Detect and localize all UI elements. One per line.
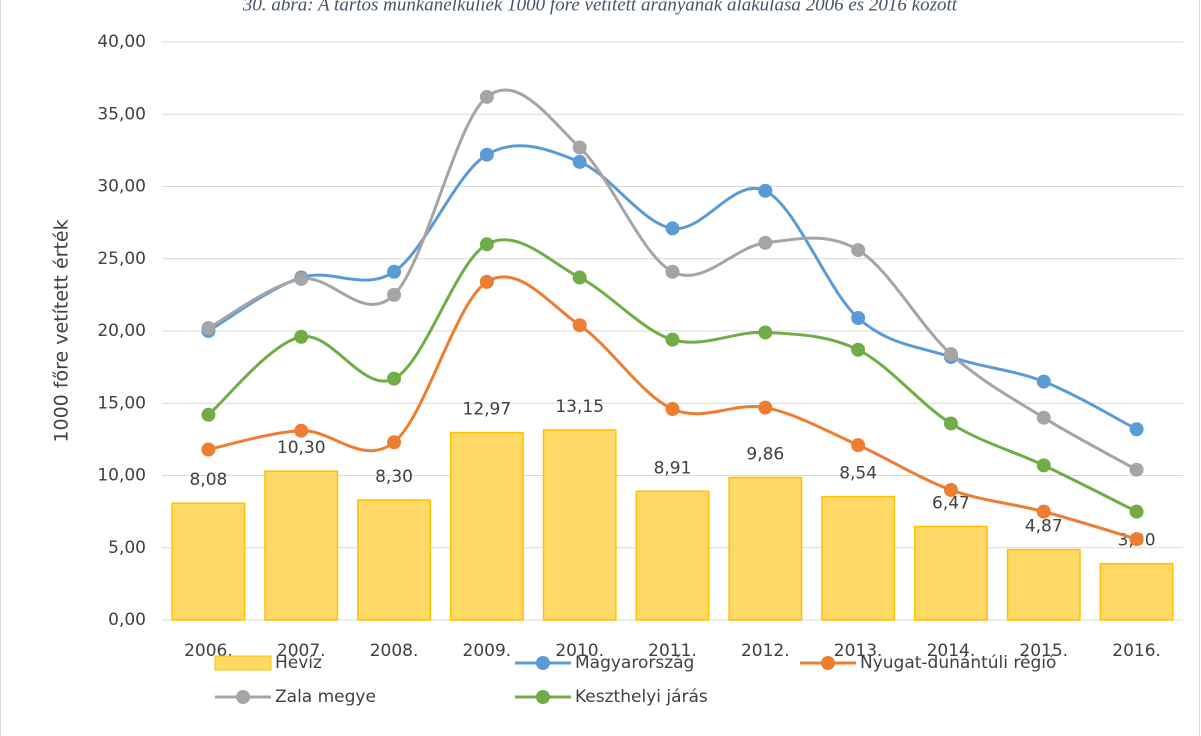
line	[208, 275, 1138, 541]
bar	[449, 431, 524, 621]
marker	[1129, 532, 1144, 547]
x-tick-label: 2010.	[555, 641, 604, 661]
marker	[943, 482, 958, 497]
data-label: 6,47	[932, 494, 970, 514]
x-tick-label: 2012.	[741, 641, 790, 661]
marker	[665, 264, 680, 279]
marker	[851, 310, 866, 325]
marker	[479, 274, 494, 289]
legend-label: Hévíz	[275, 653, 322, 673]
marker	[943, 347, 958, 362]
marker	[665, 402, 680, 417]
x-tick-label: 2008.	[370, 641, 419, 661]
legend-marker	[821, 656, 835, 670]
x-tick-label: 2015.	[1019, 641, 1068, 661]
marker	[665, 332, 680, 347]
data-label: 8,30	[375, 467, 413, 487]
marker	[294, 271, 309, 286]
marker	[1129, 504, 1144, 519]
x-tick-label: 2013.	[834, 641, 883, 661]
y-tick-label: 15,00	[97, 393, 146, 413]
marker	[572, 154, 587, 169]
data-label: 9,86	[746, 445, 784, 465]
x-tick-label: 2007.	[277, 641, 326, 661]
bar	[1006, 548, 1081, 621]
data-label: 10,30	[277, 438, 326, 458]
legend-label: Zala megye	[275, 687, 376, 707]
x-tick-label: 2014.	[927, 641, 976, 661]
legend-marker	[536, 656, 550, 670]
y-tick-label: 25,00	[97, 249, 146, 269]
marker	[201, 407, 216, 422]
marker	[758, 183, 773, 198]
y-tick-label: 20,00	[97, 321, 146, 341]
x-tick-label: 2009.	[463, 641, 512, 661]
marker	[851, 438, 866, 453]
y-tick-label: 30,00	[97, 177, 146, 197]
chart-title: 30. ábra: A tartós munkanélküliek 1000 f…	[242, 0, 958, 15]
marker	[1036, 504, 1051, 519]
marker	[665, 221, 680, 236]
legend-marker	[236, 690, 250, 704]
y-tick-label: 10,00	[97, 466, 146, 486]
data-label: 8,08	[189, 470, 227, 490]
marker	[1036, 458, 1051, 473]
y-tick-label: 0,00	[108, 610, 146, 630]
bar	[914, 525, 988, 621]
marker	[943, 416, 958, 431]
data-label: 13,15	[555, 397, 604, 417]
line	[207, 88, 1138, 472]
marker	[851, 342, 866, 357]
marker	[201, 442, 216, 457]
marker	[387, 264, 402, 279]
data-label: 4,87	[1025, 517, 1063, 537]
bar	[728, 476, 803, 621]
bar	[171, 502, 246, 621]
y-tick-label: 35,00	[97, 104, 146, 124]
marker	[479, 89, 494, 104]
marker	[387, 435, 402, 450]
bar	[542, 429, 617, 621]
marker	[758, 400, 773, 415]
legend-label: Nyugat-dunántúli régió	[860, 653, 1056, 673]
marker	[387, 371, 402, 386]
bar	[635, 490, 710, 621]
legend-label: Keszthelyi járás	[575, 687, 708, 707]
marker	[479, 147, 494, 162]
marker	[201, 321, 216, 336]
legend-marker	[536, 690, 550, 704]
x-tick-label: 2011.	[648, 641, 697, 661]
bar	[264, 470, 339, 621]
marker	[1036, 374, 1051, 389]
line	[207, 144, 1138, 431]
marker	[1129, 462, 1144, 477]
marker	[294, 423, 309, 438]
bar	[1099, 562, 1174, 621]
line	[207, 238, 1138, 513]
marker	[572, 140, 587, 155]
marker	[572, 270, 587, 285]
marker	[758, 235, 773, 250]
marker	[758, 325, 773, 340]
bar	[357, 499, 431, 621]
legend-label: Magyarország	[575, 653, 694, 673]
marker	[294, 329, 309, 344]
x-tick-label: 2016.	[1112, 641, 1161, 661]
marker	[479, 237, 494, 252]
data-label: 12,97	[463, 400, 512, 420]
y-tick-label: 40,00	[97, 32, 146, 52]
y-axis-label: 1000 főre vetített érték	[51, 219, 73, 442]
marker	[387, 287, 402, 302]
data-label: 8,91	[654, 458, 692, 478]
marker	[572, 318, 587, 333]
bar	[821, 495, 896, 621]
marker	[1129, 422, 1144, 437]
marker	[851, 243, 866, 258]
legend-swatch	[214, 655, 272, 671]
y-tick-label: 5,00	[108, 538, 146, 558]
marker	[1036, 410, 1051, 425]
data-label: 8,54	[839, 464, 877, 484]
